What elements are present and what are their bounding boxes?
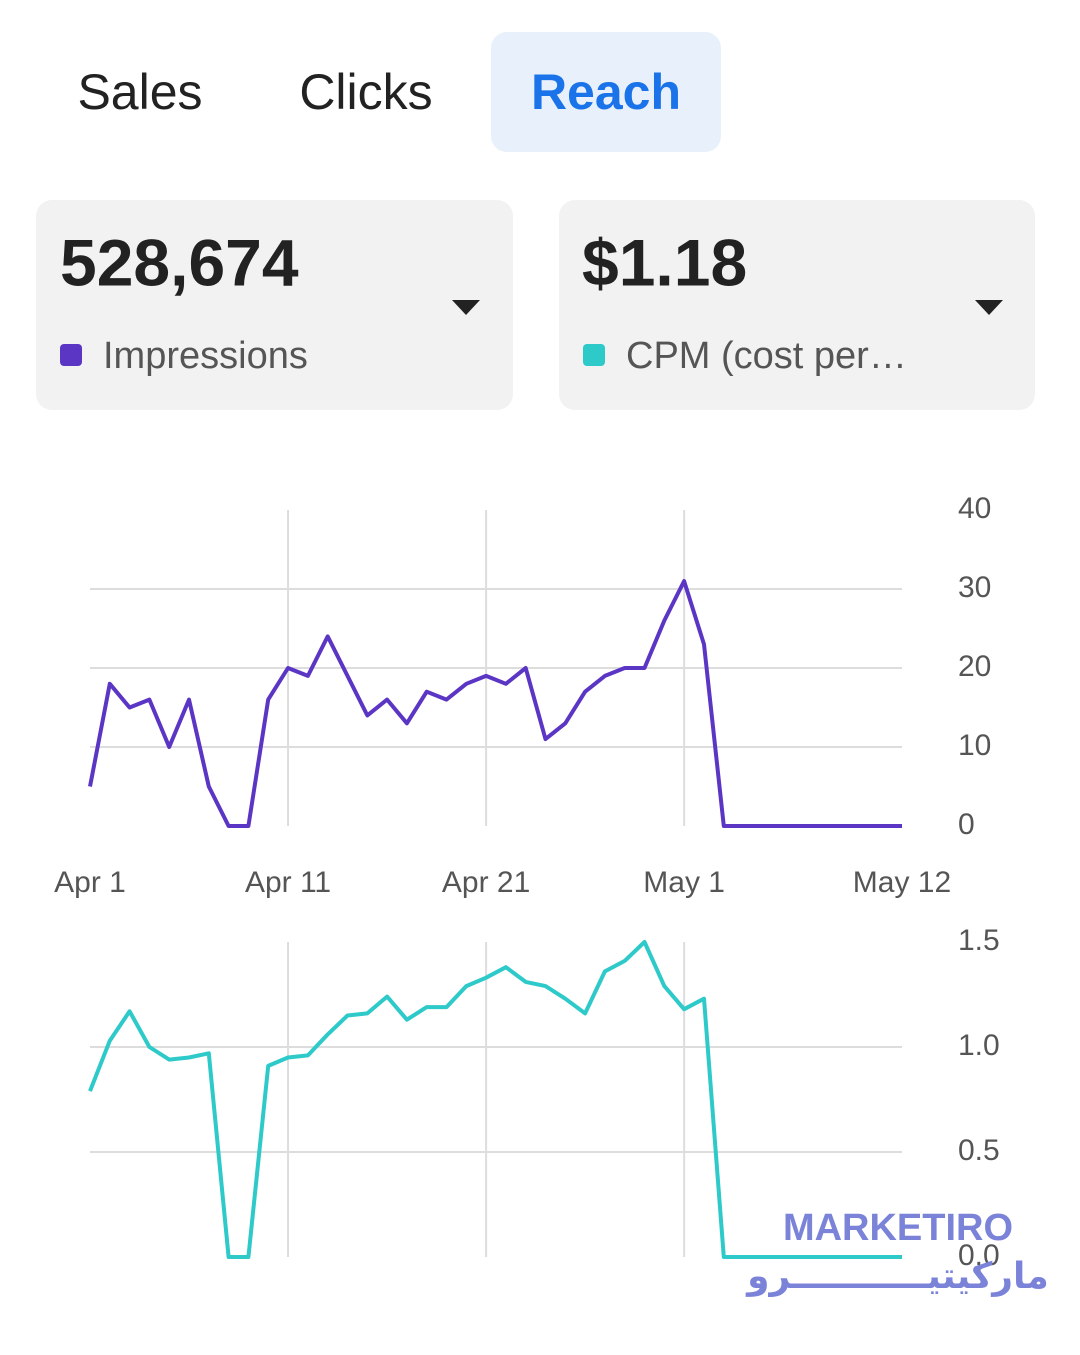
- y-tick-label: 0.5: [958, 1134, 1000, 1167]
- tab[interactable]: Clicks: [299, 64, 432, 120]
- x-tick-label: May 12: [853, 866, 951, 899]
- logo-text-arabic: ماركيتيـــــــــــرو: [745, 1256, 1049, 1297]
- dropdown-arrow[interactable]: [975, 300, 1003, 315]
- y-tick-label: 0: [958, 808, 975, 841]
- metric-value: 528,674: [60, 225, 299, 299]
- x-tick-label: Apr 11: [245, 866, 331, 899]
- legend-swatch: [60, 344, 82, 366]
- x-tick-label: Apr 21: [442, 866, 530, 899]
- y-tick-label: 1.5: [958, 924, 1000, 957]
- y-tick-label: 20: [958, 650, 991, 683]
- y-tick-label: 40: [958, 492, 991, 525]
- dropdown-arrow[interactable]: [452, 300, 480, 315]
- y-tick-label: 0.0: [958, 1239, 1000, 1272]
- legend-swatch: [583, 344, 605, 366]
- y-tick-label: 10: [958, 729, 991, 762]
- metric-card[interactable]: [559, 200, 1035, 410]
- metric-label: Impressions: [103, 335, 308, 377]
- metric-label: CPM (cost per…: [626, 335, 907, 377]
- x-tick-label: May 1: [643, 866, 725, 899]
- metric-value: $1.18: [582, 225, 747, 299]
- tab[interactable]: Reach: [531, 64, 681, 120]
- series-line: [88, 579, 902, 828]
- series-line: [88, 940, 902, 1259]
- tab-selected-bg: [491, 32, 721, 152]
- tab[interactable]: Sales: [77, 64, 202, 120]
- charts: 0 10 20 30 40 Apr 1 Apr 11 Apr 21 May 1 May 12 0.0…: [54, 492, 1000, 1272]
- metric-card[interactable]: [36, 200, 513, 410]
- y-tick-label: 1.0: [958, 1029, 1000, 1062]
- y-tick-label: 30: [958, 571, 991, 604]
- logo-text: MARKETIRO: [783, 1207, 1013, 1249]
- x-tick-label: Apr 1: [54, 866, 126, 899]
